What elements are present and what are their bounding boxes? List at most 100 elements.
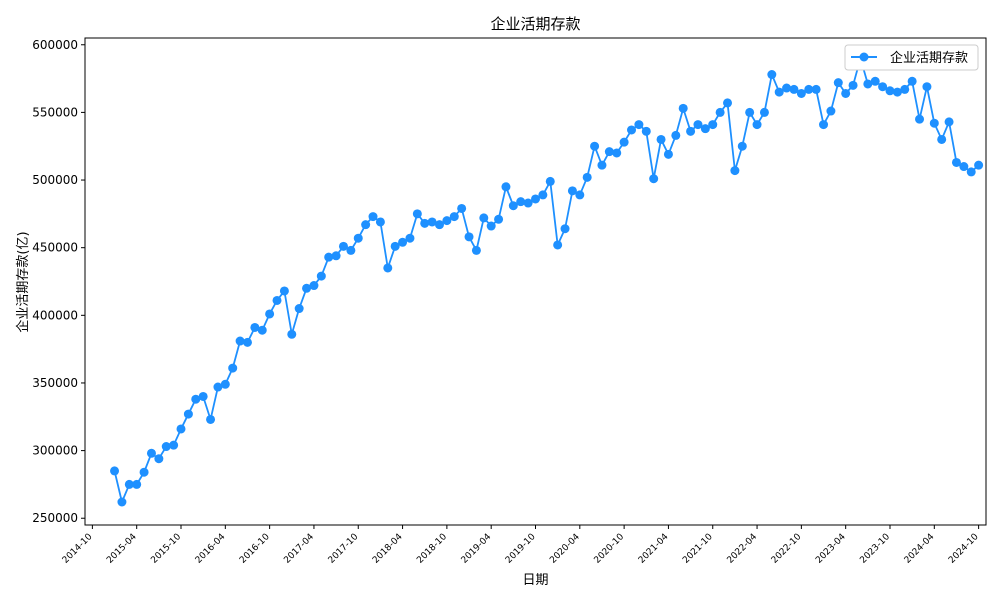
data-point xyxy=(220,379,230,389)
data-point xyxy=(146,448,156,458)
data-point xyxy=(885,86,895,96)
data-point xyxy=(213,382,223,392)
x-tick-label: 2016-10 xyxy=(238,532,272,566)
data-point xyxy=(597,160,607,170)
data-point xyxy=(316,271,326,281)
data-point xyxy=(368,212,378,222)
data-point xyxy=(383,263,393,273)
data-point xyxy=(723,98,733,108)
legend-point-marker xyxy=(859,52,869,62)
data-point xyxy=(944,117,954,127)
data-point xyxy=(287,329,297,339)
data-point xyxy=(959,162,969,172)
data-point xyxy=(693,120,703,130)
data-point xyxy=(457,203,467,213)
data-point xyxy=(826,106,836,116)
data-point xyxy=(198,391,208,401)
data-point xyxy=(641,126,651,136)
data-point xyxy=(649,174,659,184)
data-point xyxy=(523,198,533,208)
series-line xyxy=(113,57,980,503)
data-point xyxy=(915,114,925,124)
data-point xyxy=(974,160,984,170)
y-tick-label: 550000 xyxy=(32,105,78,119)
data-point xyxy=(338,241,348,251)
data-point xyxy=(708,120,718,130)
data-point xyxy=(656,134,666,144)
data-point xyxy=(604,147,614,157)
x-tick-label: 2022-10 xyxy=(770,532,804,566)
data-point xyxy=(420,218,430,228)
data-point xyxy=(486,221,496,231)
data-point xyxy=(183,409,193,419)
data-point xyxy=(427,217,437,227)
y-tick-label: 300000 xyxy=(32,444,78,458)
data-point xyxy=(848,80,858,90)
y-tick-label: 450000 xyxy=(32,241,78,255)
data-point xyxy=(309,281,319,291)
legend: 企业活期存款 xyxy=(844,44,979,71)
data-point xyxy=(789,84,799,94)
data-point xyxy=(538,190,548,200)
data-point xyxy=(878,82,888,92)
data-point xyxy=(516,197,526,207)
data-point xyxy=(951,157,961,167)
data-point xyxy=(937,134,947,144)
data-point xyxy=(531,194,540,204)
chart-title: 企业活期存款 xyxy=(490,15,580,33)
x-tick-label: 2019-10 xyxy=(504,532,538,566)
data-point xyxy=(117,497,127,507)
legend-entry: 企业活期存款 xyxy=(890,50,968,66)
x-tick-label: 2022-04 xyxy=(726,532,760,566)
data-point xyxy=(139,467,149,477)
data-point xyxy=(929,118,939,128)
y-tick-label: 600000 xyxy=(32,38,78,52)
data-point xyxy=(302,283,312,293)
data-point xyxy=(663,149,673,159)
data-point xyxy=(811,84,821,94)
data-point xyxy=(257,325,267,335)
data-point xyxy=(567,186,577,196)
data-point xyxy=(782,83,792,93)
y-tick-label: 400000 xyxy=(32,308,78,322)
data-point xyxy=(545,176,555,186)
data-point xyxy=(774,87,784,97)
data-point xyxy=(833,78,843,88)
data-point xyxy=(434,220,444,230)
data-point xyxy=(279,286,289,296)
data-point xyxy=(627,125,637,135)
data-point xyxy=(191,394,201,404)
data-point xyxy=(110,466,120,476)
data-point xyxy=(154,454,164,464)
data-point xyxy=(375,217,385,227)
x-axis-label: 日期 xyxy=(522,573,548,588)
data-point xyxy=(900,84,910,94)
data-point xyxy=(678,103,688,113)
data-point xyxy=(442,216,452,226)
x-tick-label: 2016-04 xyxy=(194,532,228,566)
data-point xyxy=(132,479,142,489)
data-point xyxy=(582,172,592,182)
data-point xyxy=(619,137,629,147)
data-point xyxy=(745,107,755,117)
y-axis-label: 企业活期存款(亿) xyxy=(15,231,31,332)
y-tick-label: 350000 xyxy=(32,376,78,390)
data-point xyxy=(169,440,179,450)
data-point xyxy=(671,130,681,140)
x-tick-label: 2023-10 xyxy=(858,532,892,566)
data-point xyxy=(715,107,725,117)
data-point xyxy=(634,120,644,130)
data-point xyxy=(686,126,696,136)
data-point xyxy=(730,166,740,176)
data-point xyxy=(804,84,814,94)
x-axis-ticks: 2014-10 2015-04 2015-10 2016-04 2016-10 2017-… xyxy=(61,525,981,566)
x-tick-label: 2015-04 xyxy=(105,532,139,566)
x-tick-label: 2021-04 xyxy=(637,532,671,566)
data-point xyxy=(346,245,356,255)
data-point xyxy=(819,120,829,130)
x-tick-label: 2023-04 xyxy=(814,532,848,566)
data-point xyxy=(892,87,902,97)
data-point xyxy=(294,304,304,314)
data-point xyxy=(752,120,762,130)
